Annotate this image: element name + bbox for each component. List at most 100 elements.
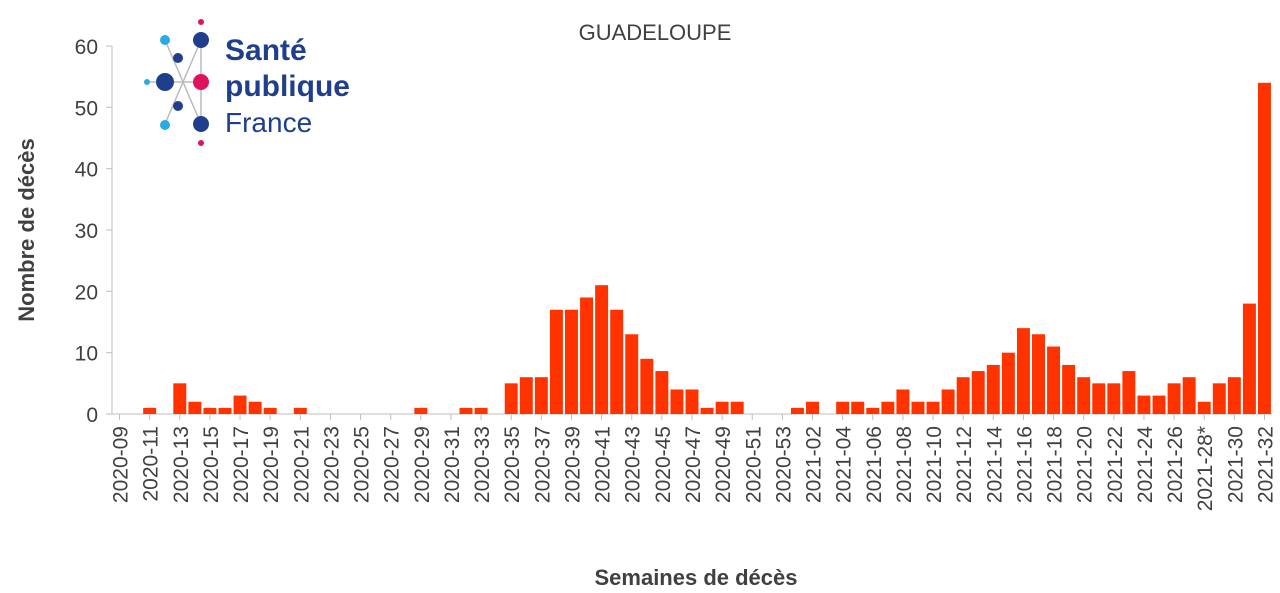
x-tick-label: 2021-10 [923,426,946,503]
logo-text: publique [225,70,350,103]
bar [218,407,232,414]
x-tick-label: 2020-49 [712,426,735,503]
x-tick-label: 2020-41 [592,426,615,503]
bar [1047,346,1061,414]
x-tick-label: 2020-13 [170,426,193,503]
bar [956,377,970,414]
logo [144,19,209,146]
bar [625,334,639,414]
x-tick-label: 2021-12 [953,426,976,503]
x-tick-label: 2020-19 [260,426,283,503]
bar [806,401,819,414]
x-tick-label: 2020-29 [411,426,434,503]
x-tick-label: 2021-20 [1074,426,1097,503]
bar [1107,383,1121,414]
y-tick-label: 20 [75,281,98,304]
y-tick-label: 10 [75,343,98,366]
x-tick-label: 2021-02 [803,426,826,503]
bar [1016,328,1030,414]
bar [580,297,594,414]
bar [293,407,307,414]
x-tick-label: 2020-39 [561,426,584,503]
x-tick-label: 2021-30 [1224,426,1247,503]
x-tick-label: 2020-23 [320,426,343,503]
bar [519,377,533,414]
x-tick-label: 2021-06 [863,426,886,503]
chart-title: GUADELOUPE [579,20,732,45]
y-tick-label: 40 [75,159,98,182]
x-tick-label: 2021-04 [833,426,856,503]
x-axis-title: Semaines de décès [594,565,797,590]
x-tick-label: 2020-15 [200,426,223,503]
bar [655,371,669,414]
bar [595,285,609,414]
y-tick-label: 50 [75,97,98,120]
bar [1167,383,1181,414]
bar [700,407,714,414]
bar [1257,82,1271,415]
bar [836,401,850,414]
bar [685,389,699,414]
x-tick-label: 2020-45 [652,426,675,503]
x-tick-label: 2021-18 [1044,426,1067,503]
bar [459,407,473,414]
x-tick-label: 2020-43 [622,426,645,503]
bar [203,407,217,414]
bar [851,401,865,414]
x-tick-label: 2020-53 [772,426,795,503]
x-tick-label: 2020-33 [471,426,494,503]
bar [1062,364,1076,414]
bar [233,395,247,414]
x-tick-label: 2020-35 [501,426,524,503]
x-tick-label: 2020-21 [290,426,313,503]
bar [896,389,910,414]
bar [534,377,548,414]
bar [986,364,1000,414]
bar [143,407,157,414]
x-tick-label: 2020-11 [140,426,163,502]
bar [188,401,202,414]
x-tick-label: 2020-51 [742,426,765,503]
bar [1242,303,1256,414]
x-tick-label: 2020-37 [531,426,554,503]
bar [881,401,895,414]
bar [1182,377,1196,414]
bar [1212,383,1226,414]
bar [670,389,684,414]
bar [565,309,578,414]
logo-text: France [225,107,312,138]
bar [549,309,563,414]
bar [1122,371,1136,414]
bar [248,401,262,414]
bar [1227,377,1241,414]
bar [1092,383,1106,414]
bar [1152,395,1166,414]
y-tick-label: 30 [75,220,98,243]
bar [474,407,488,414]
bar [866,407,880,414]
x-tick-label: 2020-27 [381,426,404,503]
bar [971,371,985,414]
x-tick-label: 2020-17 [230,426,253,503]
bar [1197,401,1211,414]
y-tick-label: 0 [86,404,98,427]
logo-text: Santé [225,34,307,67]
bar [941,389,955,414]
bar [1032,334,1045,414]
bar [926,401,940,414]
x-tick-label: 2020-31 [441,426,464,503]
x-tick-label: 2021-32 [1254,426,1277,503]
x-tick-label: 2020-09 [110,426,133,503]
x-tick-label: 2021-08 [893,426,916,503]
x-tick-label: 2021-24 [1134,426,1157,503]
bar [640,358,654,414]
x-tick-label: 2020-47 [682,426,705,503]
bar [730,401,744,414]
bar [1137,395,1151,414]
bar [911,401,925,414]
bar [414,407,428,414]
bar [1001,352,1015,414]
bar [504,383,518,414]
x-tick-label: 2021-28* [1194,426,1217,511]
